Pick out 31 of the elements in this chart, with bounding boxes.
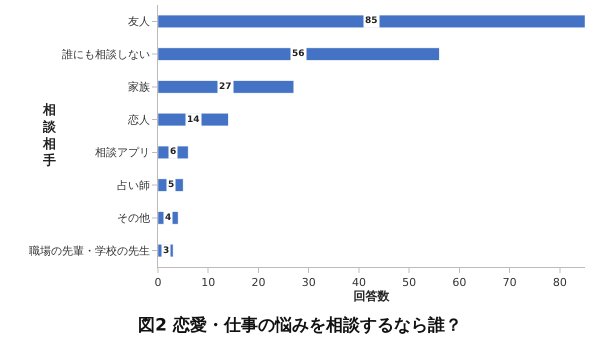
y-tick-label: 誰にも相談しない: [62, 48, 150, 61]
data-label: 5: [168, 180, 174, 190]
x-tick-label: 70: [502, 276, 517, 290]
x-tick-label: 60: [452, 276, 466, 290]
x-axis-title: 回答数: [354, 289, 390, 304]
y-axis-title: 相談相手: [42, 103, 57, 169]
y-tick-label: その他: [116, 212, 150, 225]
bar: [158, 80, 294, 94]
y-tick-label: 職場の先輩・学校の先生: [28, 244, 150, 258]
data-label: 85: [365, 16, 378, 26]
y-tick-label: 占い師: [116, 178, 150, 192]
x-tick-label: 30: [302, 276, 316, 290]
y-tick-label: 相談アプリ: [94, 146, 150, 160]
y-tick-label: 家族: [128, 80, 150, 94]
x-tick-label: 10: [201, 276, 216, 290]
data-label: 27: [219, 82, 232, 92]
x-tick-label: 80: [552, 276, 567, 290]
data-label: 14: [187, 115, 200, 125]
bar: [158, 14, 585, 28]
data-label: 4: [165, 213, 172, 223]
x-tick-label: 20: [251, 276, 266, 290]
bar: [158, 48, 440, 61]
x-tick-label: 0: [154, 276, 162, 290]
x-tick-label: 50: [402, 276, 416, 290]
data-label: 56: [292, 49, 305, 59]
y-tick-label: 恋人: [126, 113, 150, 126]
x-tick-label: 40: [352, 276, 366, 290]
y-tick-label: 友人: [128, 15, 150, 28]
text: 図2 恋愛・仕事の悩みを相談するなら誰？: [138, 315, 462, 336]
data-label: 3: [163, 246, 170, 256]
data-label: 6: [170, 147, 176, 157]
